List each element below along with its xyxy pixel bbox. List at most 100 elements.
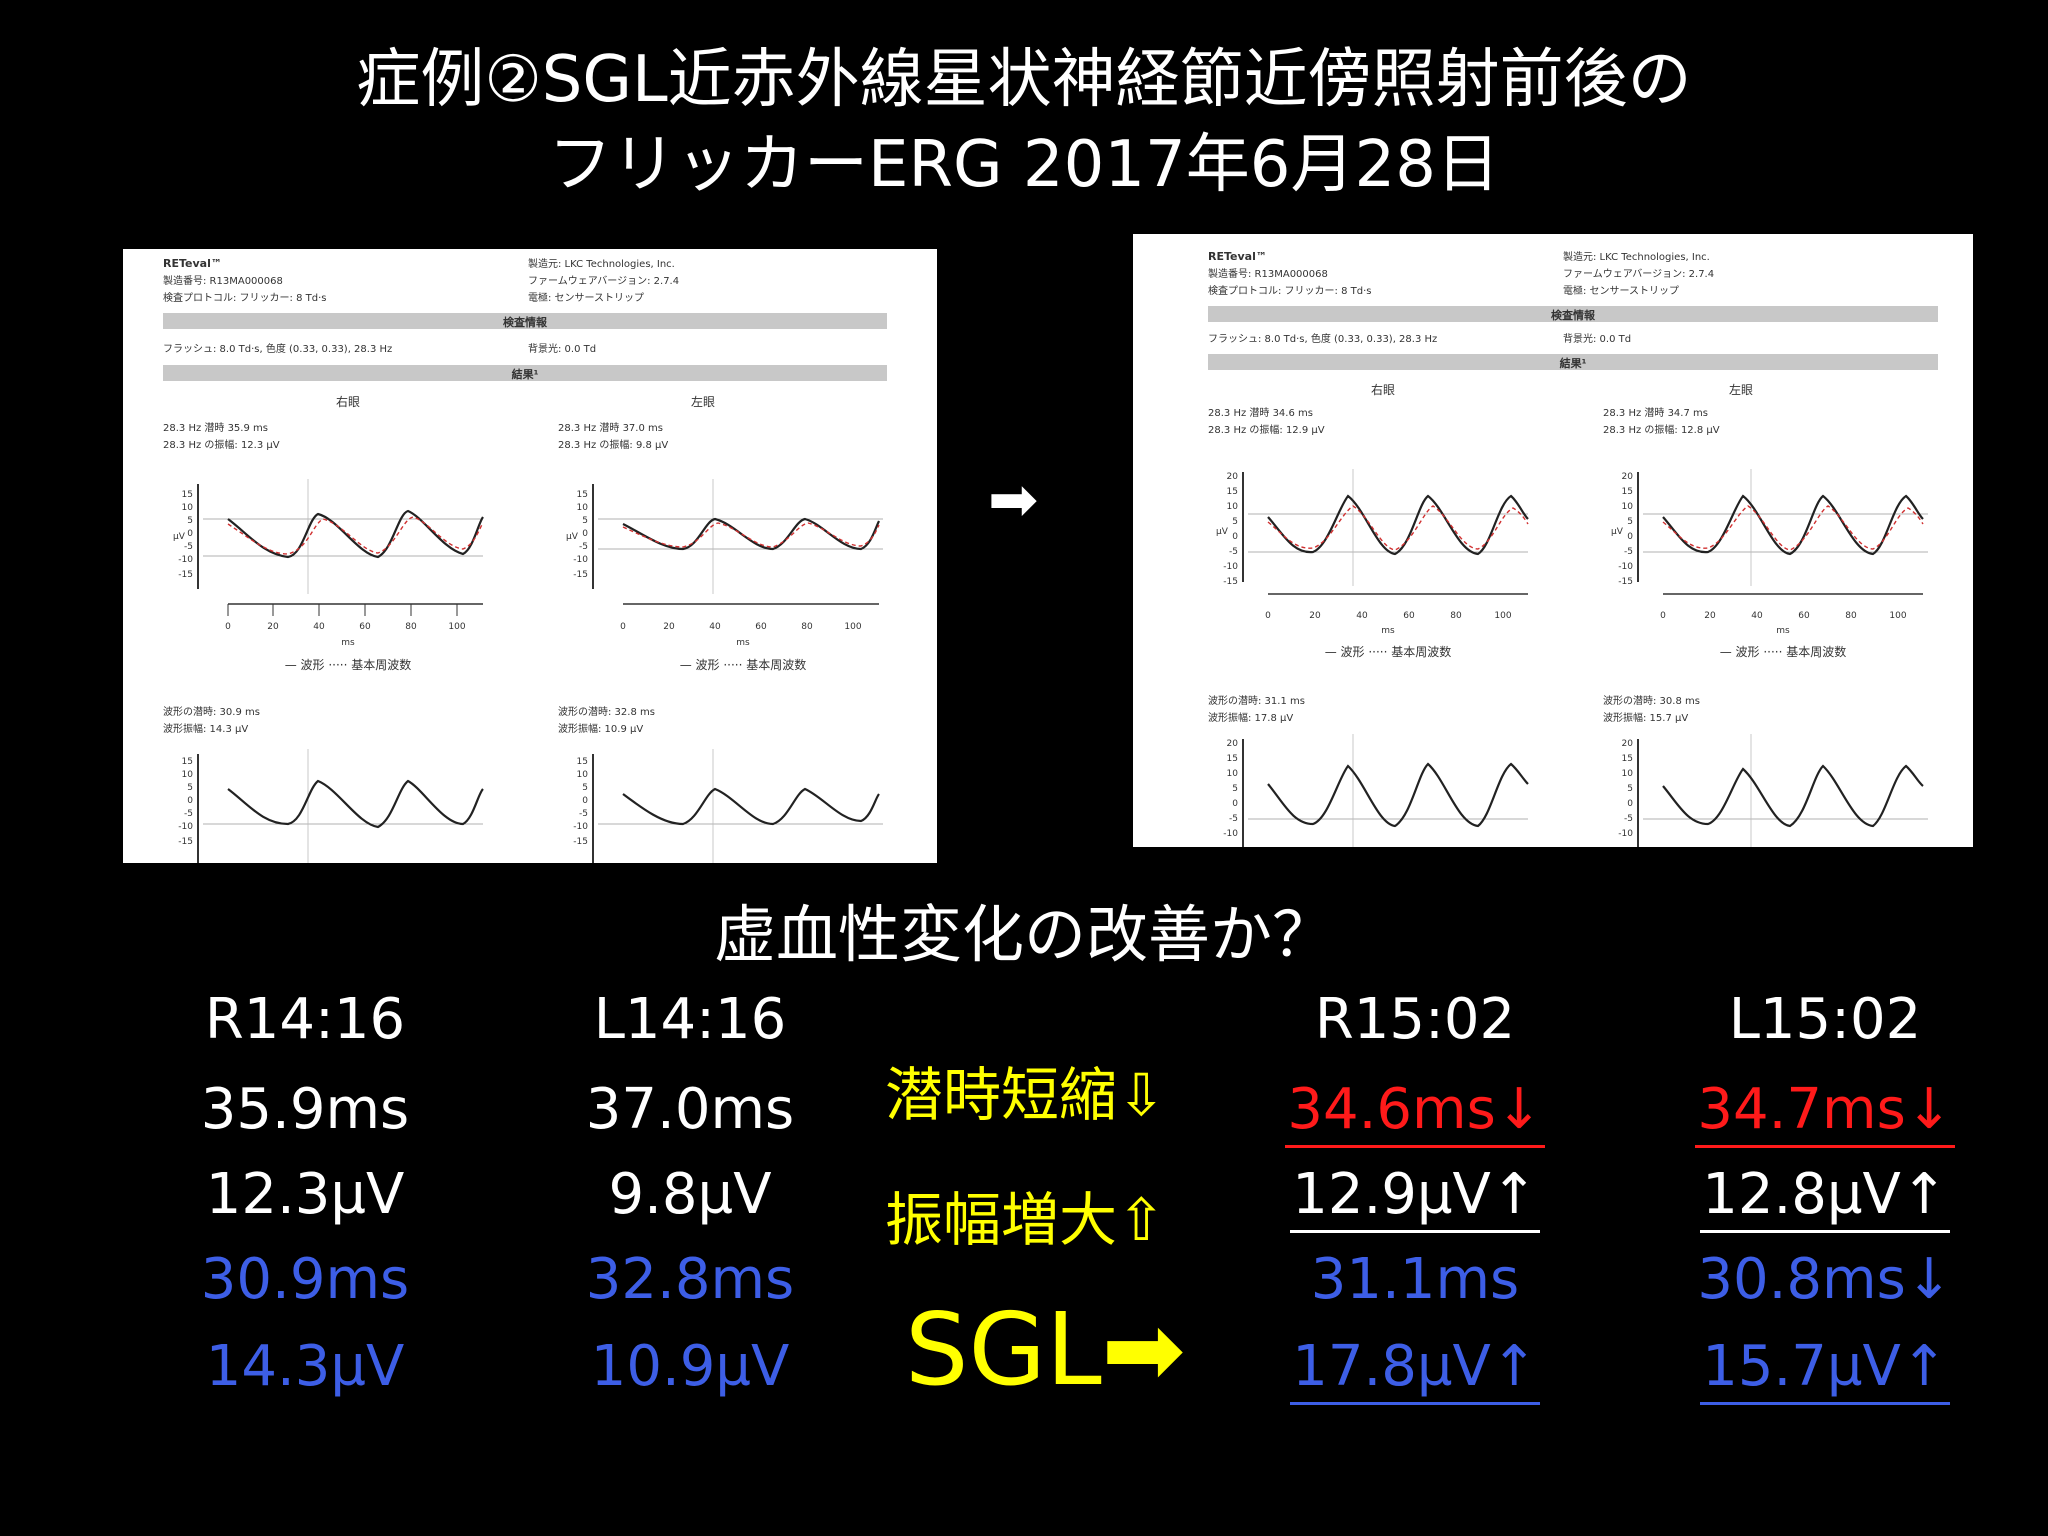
col-r1416-v3: 30.9ms [200, 1247, 410, 1312]
report-protocol: 検査プロトコル: フリッカー: 8 Td·s [1208, 284, 1371, 297]
report-firmware: ファームウェアバージョン: 2.7.4 [528, 275, 679, 287]
left-eye-label: 左眼 [1729, 382, 1753, 397]
svg-text:40: 40 [313, 622, 325, 632]
amplitude-up-label: 振幅増大⇧ [885, 1186, 1166, 1254]
report-serial: 製造番号: R13MA000068 [163, 274, 283, 287]
svg-text:-10: -10 [178, 555, 193, 565]
l-wave-latency: 波形の潜時: 30.8 ms [1603, 694, 1700, 707]
r-wave-latency: 波形の潜時: 30.9 ms [163, 705, 260, 718]
report-brand: RETeval™ [1208, 250, 1267, 263]
l-waveform-plot: 15 10 5 0 -5 -10 -15 µV 0 20 40 60 80 100 ms — 波形… [566, 479, 883, 672]
x-unit: ms [341, 638, 355, 648]
svg-text:-15: -15 [178, 570, 193, 580]
col-l1416-v2: 9.8µV [608, 1162, 772, 1227]
svg-text:-10: -10 [1223, 562, 1238, 572]
svg-text:100: 100 [844, 622, 861, 632]
report-serial: 製造番号: R13MA000068 [1208, 267, 1328, 280]
svg-text:-15: -15 [178, 837, 193, 847]
r-amplitude: 28.3 Hz の振幅: 12.9 µV [1208, 423, 1325, 436]
section-result: 結果¹ [1560, 356, 1587, 370]
section-result: 結果¹ [512, 367, 539, 381]
svg-text:5: 5 [187, 783, 193, 793]
l-waveform-plot-2: 15 10 5 0 -5 -10 -15 [573, 749, 883, 863]
svg-text:100: 100 [448, 622, 465, 632]
svg-text:-10: -10 [573, 822, 588, 832]
col-r1416-v4: 14.3µV [205, 1334, 405, 1399]
r-wave-latency: 波形の潜時: 31.1 ms [1208, 694, 1305, 707]
svg-text:10: 10 [577, 503, 589, 513]
svg-text:15: 15 [182, 757, 193, 767]
r-latency: 28.3 Hz 潜時 35.9 ms [163, 421, 268, 434]
svg-text:40: 40 [1356, 611, 1368, 621]
col-l1502-v2: 12.8µV↑ [1700, 1160, 1950, 1233]
svg-text:-5: -5 [1229, 547, 1238, 557]
section-info: 検査情報 [1551, 308, 1596, 322]
svg-text:-5: -5 [579, 542, 588, 552]
svg-text:µV: µV [566, 532, 579, 542]
svg-text:20: 20 [1622, 472, 1634, 482]
col-l1502-v4-wrap: 15.7µV↑ [1670, 1332, 1980, 1405]
svg-text:-5: -5 [184, 542, 193, 552]
l-amplitude: 28.3 Hz の振幅: 9.8 µV [558, 438, 668, 451]
svg-text:-15: -15 [573, 837, 588, 847]
col-r1502-v1: 34.6ms↓ [1285, 1075, 1545, 1148]
report-background: 背景光: 0.0 Td [528, 342, 596, 355]
report-protocol: 検査プロトコル: フリッカー: 8 Td·s [163, 291, 326, 304]
svg-text:ms: ms [736, 638, 750, 648]
svg-text:0: 0 [620, 622, 626, 632]
svg-text:15: 15 [577, 757, 588, 767]
col-l1416-v1: 37.0ms [585, 1077, 795, 1142]
svg-text:µV: µV [1216, 527, 1229, 537]
svg-text:100: 100 [1494, 611, 1511, 621]
report-flash: フラッシュ: 8.0 Td·s, 色度 (0.33, 0.33), 28.3 H… [163, 342, 392, 355]
svg-text:5: 5 [1232, 517, 1238, 527]
section-bar-info [1208, 306, 1938, 322]
svg-text:0: 0 [582, 796, 588, 806]
svg-text:-10: -10 [1223, 829, 1238, 839]
r-waveform-plot-2: 15 10 5 0 -5 -10 -15 [178, 749, 484, 863]
col-r1502-header: R15:02 [1314, 987, 1516, 1052]
l-latency: 28.3 Hz 潜時 37.0 ms [558, 421, 663, 434]
r-wave-amplitude: 波形振幅: 17.8 µV [1208, 711, 1293, 724]
col-r1502-v1-wrap: 34.6ms↓ [1260, 1075, 1570, 1148]
svg-text:ms: ms [1776, 626, 1790, 636]
question-text: 虚血性変化の改善か？ [713, 898, 1334, 971]
svg-text:ms: ms [1381, 626, 1395, 636]
report-flash: フラッシュ: 8.0 Td·s, 色度 (0.33, 0.33), 28.3 H… [1208, 332, 1437, 345]
svg-text:-5: -5 [1624, 547, 1633, 557]
svg-text:-10: -10 [573, 555, 588, 565]
svg-text:10: 10 [1622, 502, 1634, 512]
erg-report-before-svg: RETeval™ 製造番号: R13MA000068 検査プロトコル: フリッカ… [163, 257, 887, 863]
svg-text:15: 15 [182, 490, 193, 500]
svg-text:60: 60 [1798, 611, 1810, 621]
erg-report-after-svg: RETeval™ 製造番号: R13MA000068 検査プロトコル: フリッカ… [1208, 250, 1938, 847]
svg-text:0: 0 [1232, 532, 1238, 542]
svg-text:-5: -5 [579, 809, 588, 819]
svg-text:20: 20 [663, 622, 675, 632]
svg-text:15: 15 [1622, 487, 1633, 497]
col-l1502-v1: 34.7ms↓ [1695, 1075, 1955, 1148]
svg-text:60: 60 [359, 622, 371, 632]
col-l1502-v4: 15.7µV↑ [1700, 1332, 1950, 1405]
section-info: 検査情報 [503, 315, 548, 329]
r-latency: 28.3 Hz 潜時 34.6 ms [1208, 406, 1313, 419]
col-r1416-header: R14:16 [204, 987, 406, 1052]
svg-text:20: 20 [1227, 739, 1239, 749]
l-latency: 28.3 Hz 潜時 34.7 ms [1603, 406, 1708, 419]
svg-text:10: 10 [1622, 769, 1634, 779]
svg-text:0: 0 [187, 529, 193, 539]
l-wave-amplitude: 波形振幅: 10.9 µV [558, 722, 643, 735]
svg-text:20: 20 [1309, 611, 1321, 621]
col-l1416-v3: 32.8ms [585, 1247, 795, 1312]
right-eye-label: 右眼 [336, 394, 360, 409]
svg-text:0: 0 [1660, 611, 1666, 621]
svg-text:0: 0 [1265, 611, 1271, 621]
col-l1502-v3: 30.8ms↓ [1697, 1247, 1953, 1312]
col-r1502-v2-wrap: 12.9µV↑ [1260, 1160, 1570, 1233]
section-bar-info [163, 313, 887, 329]
svg-text:80: 80 [1450, 611, 1462, 621]
svg-text:80: 80 [801, 622, 813, 632]
svg-text:0: 0 [1232, 799, 1238, 809]
r-waveform-plot: 15 10 5 0 -5 -10 -15 µV 0 20 40 60 80 100 [173, 479, 484, 672]
l-wave-latency: 波形の潜時: 32.8 ms [558, 705, 655, 718]
